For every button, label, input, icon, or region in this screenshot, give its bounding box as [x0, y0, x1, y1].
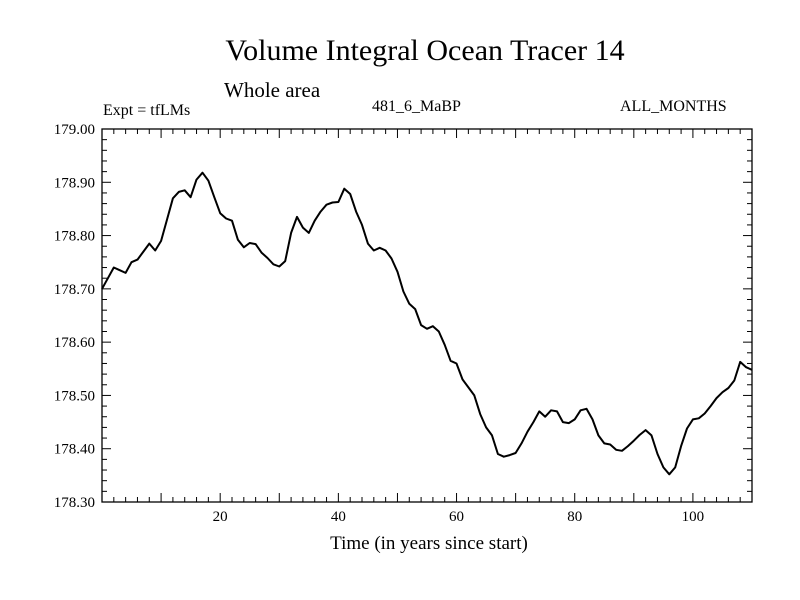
x-tick-label: 100 — [682, 509, 705, 525]
y-tick-label: 178.60 — [54, 335, 95, 351]
chart-subtitle: Whole area — [224, 78, 321, 102]
months-label: ALL_MONTHS — [620, 98, 727, 115]
y-tick-label: 179.00 — [54, 122, 95, 138]
y-tick-label: 178.40 — [54, 442, 95, 458]
y-tick-label: 178.30 — [54, 495, 95, 511]
chart-title: Volume Integral Ocean Tracer 14 — [225, 34, 625, 67]
x-axis-title: Time (in years since start) — [330, 533, 528, 554]
experiment-label: Expt = tfLMs — [103, 102, 191, 119]
x-tick-label: 20 — [213, 509, 228, 525]
y-tick-label: 178.90 — [54, 175, 95, 191]
y-tick-label: 178.70 — [54, 282, 95, 298]
period-label: 481_6_MaBP — [372, 98, 461, 115]
plot-frame — [101, 128, 753, 503]
y-tick-label: 178.50 — [54, 388, 95, 404]
x-tick-label: 60 — [449, 509, 464, 525]
x-tick-label: 80 — [567, 509, 582, 525]
y-tick-label: 178.80 — [54, 229, 95, 245]
series-line — [101, 171, 753, 476]
x-tick-label: 40 — [331, 509, 346, 525]
